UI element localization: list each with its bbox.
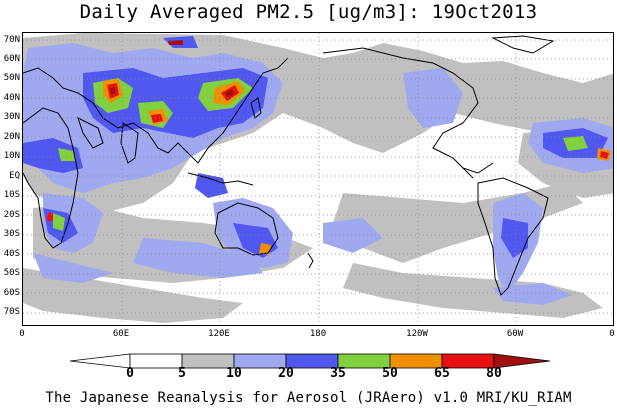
lon-label: 120W — [406, 329, 428, 339]
colorbar-tick: 80 — [486, 366, 502, 381]
colorbar-tick: 20 — [278, 366, 294, 381]
colorbar-tick: 65 — [434, 366, 450, 381]
graticule — [23, 33, 613, 325]
lat-label: 70S — [3, 307, 20, 317]
lat-label: 20N — [3, 132, 20, 142]
colorbar-tick: 0 — [126, 366, 134, 381]
lat-label: 40S — [3, 249, 20, 259]
lon-label: 60W — [506, 329, 524, 339]
lon-label: 180 — [309, 329, 327, 339]
lat-label: 10S — [3, 190, 20, 200]
lon-label: 120E — [208, 329, 230, 339]
pm-band-over-80 — [110, 40, 234, 98]
lat-label: 50S — [3, 268, 20, 278]
lat-label: EQ — [9, 171, 20, 181]
lat-label: 60S — [3, 288, 20, 298]
colorbar-bin-above-80 — [493, 353, 550, 369]
lat-label: 40N — [3, 93, 20, 103]
map-title: Daily Averaged PM2.5 [ug/m3]: 19Oct2013 — [79, 1, 538, 23]
colorbar — [70, 353, 550, 369]
lon-label: 0 — [609, 329, 615, 339]
lat-label: 30S — [3, 229, 20, 239]
lat-label: 70N — [3, 35, 20, 45]
lon-label: 60E — [112, 329, 130, 339]
colorbar-tick: 35 — [330, 366, 346, 381]
footer-credit: The Japanese Reanalysis for Aerosol (JRA… — [45, 390, 572, 406]
colorbar-tick: 10 — [226, 366, 242, 381]
lat-label: 10N — [3, 151, 20, 161]
lat-label: 20S — [3, 210, 20, 220]
coastlines — [23, 35, 555, 296]
colorbar-tick: 5 — [178, 366, 186, 381]
lat-label: 30N — [3, 112, 20, 122]
lat-label: 50N — [3, 73, 20, 83]
pm25-map[interactable] — [22, 32, 614, 326]
colorbar-tick: 50 — [382, 366, 398, 381]
lon-label: 0 — [19, 329, 25, 339]
lat-label: 60N — [3, 54, 20, 64]
map-canvas — [23, 33, 613, 325]
